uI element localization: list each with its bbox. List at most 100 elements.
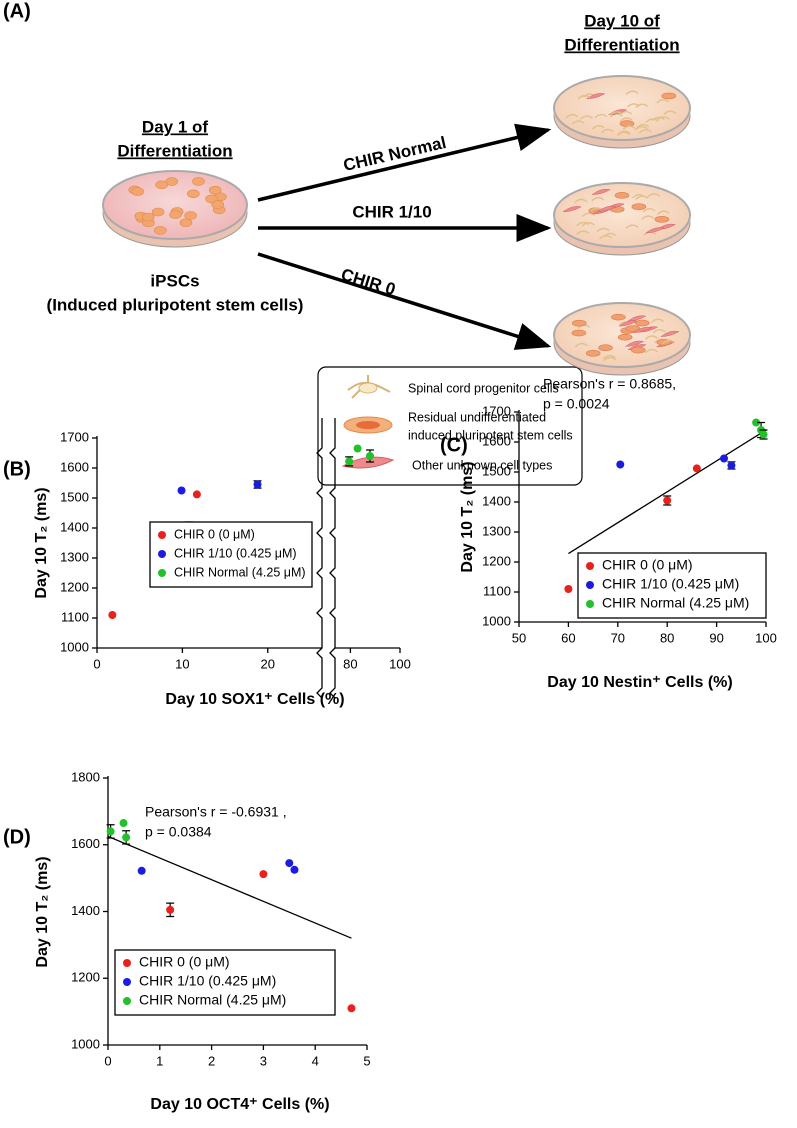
y-axis-title: Day 10 T₂ (ms) [459,461,476,572]
x-tick-label: 50 [512,630,526,645]
legend-marker [158,550,166,558]
cell [579,115,593,120]
axis-break [329,418,336,699]
cell [184,211,197,220]
point [727,461,736,470]
cell [131,187,144,196]
point [192,490,201,499]
point [108,611,117,619]
legend-text: induced pluripotent stem cells [408,428,573,442]
cell [618,320,638,327]
cell [652,328,666,334]
cell [661,92,677,100]
cell [596,227,610,233]
x-tick-label: 20 [261,656,275,671]
cell [663,110,677,115]
cell [614,192,630,199]
cell [645,227,665,234]
cell [597,205,617,212]
legend-marker [123,997,131,1005]
cell [577,94,591,100]
y-tick-label: 1400 [60,519,89,534]
cell [141,212,155,222]
y-tick-label: 1100 [483,583,511,598]
cell [585,350,601,357]
cell [599,235,612,240]
cell [619,120,635,127]
legend-box [577,552,767,619]
cell [638,128,652,134]
cell [626,103,640,108]
x-axis-title: Day 10 OCT4⁺ Cells (%) [150,1096,329,1113]
cell [631,346,646,354]
panel-label: (C) [440,434,468,456]
cell [581,212,595,217]
point [345,457,354,466]
cell [624,340,645,347]
annotation: p = 0.0384 [145,824,212,840]
legend-label: CHIR Normal (4.25 μM) [174,565,306,579]
cell [634,125,648,131]
cell [654,216,670,223]
point [106,827,115,836]
point [720,454,729,463]
point [759,430,768,439]
cell [576,230,590,235]
legend-box [317,366,583,486]
cell [656,99,670,104]
cell [656,116,670,121]
arrow [257,252,552,350]
y-tick-label: 1700 [60,429,89,444]
cell [625,90,639,95]
fit-line [568,429,767,555]
cell [622,125,636,130]
annotation: Pearson's r = -0.6931 , [145,804,287,820]
x-axis-title: Day 10 SOX1⁺ Cells (%) [165,691,344,708]
x-tick-label: 100 [755,630,777,645]
cell [644,335,658,340]
legend-label: CHIR 1/10 (0.425 μM) [602,576,739,592]
cell [645,118,659,123]
legend-label: CHIR 1/10 (0.425 μM) [139,973,276,989]
panel-label: (B) [3,458,31,480]
cell [571,120,585,125]
y-tick-label: 1200 [482,553,511,568]
y-tick-label: 1500 [482,463,511,478]
point [616,460,625,469]
cell [591,188,611,195]
legend-label: CHIR 0 (0 μM) [139,954,230,970]
arrow-label: CHIR 0 [339,265,398,299]
x-tick-label: 1 [156,1053,163,1068]
fit-line [107,835,352,939]
panel-label: (A) [3,0,31,22]
point [663,496,672,505]
point [122,833,131,842]
cell [617,131,630,137]
cell [192,177,205,186]
cell [598,344,613,352]
legend-icon [358,382,378,394]
point [365,452,374,460]
cell [644,348,658,354]
cells-title: iPSCs [150,271,199,290]
cell [636,123,650,129]
legend-text: Other unknown cell types [412,458,552,472]
cell [155,180,168,190]
x-tick-label: 0 [93,656,100,671]
x-tick-label: 60 [561,630,575,645]
legend-box [149,521,313,588]
y-tick-label: 1700 [482,403,511,418]
cell [635,195,649,200]
cell [625,224,639,229]
cell [619,117,633,122]
y-tick-label: 1000 [482,613,511,628]
cell [562,206,582,213]
cell [169,210,182,219]
cell [602,354,616,360]
legend-text: Residual undifferentiated [408,410,546,424]
y-tick-label: 1100 [61,609,89,624]
x-tick-label: 100 [389,656,411,671]
cell [631,203,647,210]
x-tick-label: 70 [611,630,625,645]
cell [591,125,605,130]
